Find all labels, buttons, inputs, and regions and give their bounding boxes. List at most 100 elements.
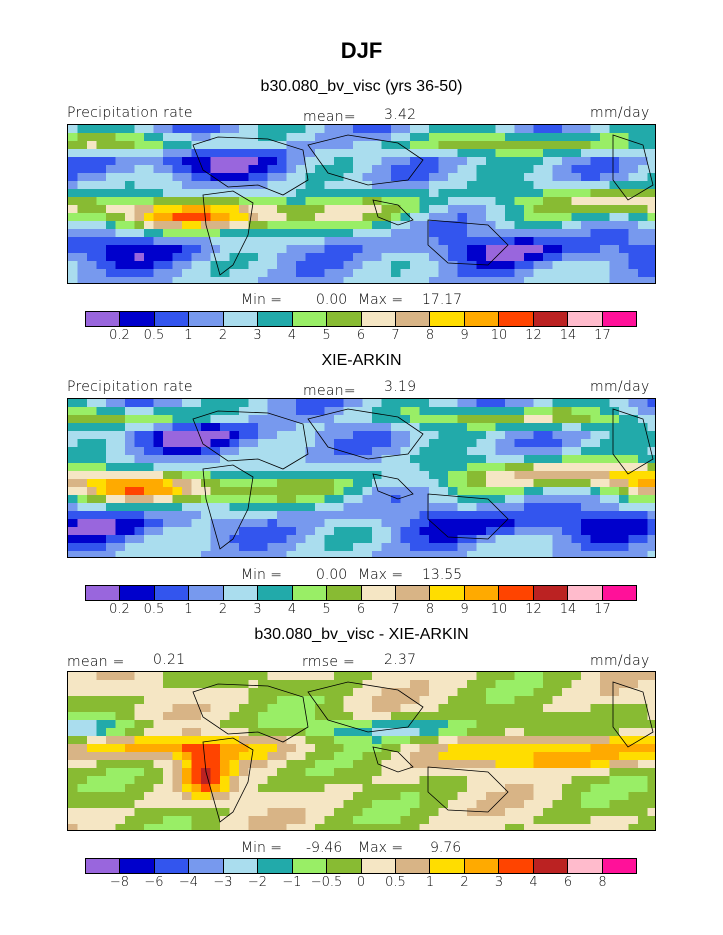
colorbar-swatch xyxy=(223,586,259,600)
colorbar-tick-label: 10 xyxy=(490,602,508,617)
colorbar-swatch xyxy=(430,859,465,873)
panel-2-colorbar-ticks: 0.2 0.5 1 2 3 4 5 6 7 8 9 10 12 14 17 xyxy=(85,602,637,618)
colorbar-swatch xyxy=(258,312,293,326)
colorbar-tick-label: 14 xyxy=(559,328,577,343)
panel-3-colorbar-ticks: −8 −6 −4 −3 −2 −1 −0.5 0 0.5 1 2 3 4 6 8 xyxy=(85,875,637,891)
colorbar-swatch xyxy=(189,586,224,600)
colorbar-swatch xyxy=(189,312,224,326)
colorbar-tick-label: 6 xyxy=(356,602,366,617)
colorbar-swatch xyxy=(568,586,603,600)
colorbar-tick-label: 6 xyxy=(356,328,366,343)
panel-2-center-label: mean= xyxy=(303,383,356,399)
colorbar-tick-label: 2 xyxy=(218,328,228,343)
panel-1-left-label: Precipitation rate xyxy=(67,105,193,121)
panel-3-map xyxy=(67,671,656,831)
colorbar-swatch xyxy=(464,312,500,326)
colorbar-tick-label: 0 xyxy=(356,875,366,890)
colorbar-swatch xyxy=(327,586,362,600)
panel-1-min-label: Min = xyxy=(241,292,283,308)
colorbar-tick-label: 17 xyxy=(594,602,611,617)
colorbar-swatch xyxy=(395,586,431,600)
colorbar-tick-label: 0.2 xyxy=(109,602,130,617)
panel-3-max-value: 9.76 xyxy=(430,840,462,856)
colorbar-swatch xyxy=(154,586,190,600)
panel-1-center-label: mean= xyxy=(303,109,356,125)
panel-3-units: mm/day xyxy=(590,653,650,669)
colorbar-tick-label: 7 xyxy=(391,328,400,343)
colorbar-swatch xyxy=(395,312,431,326)
panel-3-center-label: rmse = xyxy=(302,654,356,670)
colorbar-tick-label: 8 xyxy=(425,328,435,343)
colorbar-tick-label: 6 xyxy=(563,875,573,890)
panel-2-max-label: Max = xyxy=(358,567,404,583)
colorbar-swatch xyxy=(395,859,431,873)
colorbar-tick-label: 3 xyxy=(253,602,262,617)
figure-title: DJF xyxy=(340,38,383,63)
panel-2-colorbar xyxy=(85,585,637,601)
panel-3-left-label: mean = xyxy=(67,654,125,670)
colorbar-swatch xyxy=(361,312,396,326)
colorbar-swatch xyxy=(602,312,636,326)
colorbar-swatch xyxy=(499,859,534,873)
colorbar-tick-label: 3 xyxy=(253,328,262,343)
colorbar-swatch xyxy=(86,312,121,326)
colorbar-tick-label: 1 xyxy=(184,602,193,617)
colorbar-tick-label: 8 xyxy=(598,875,607,890)
panel-3-max-label: Max = xyxy=(358,840,404,856)
colorbar-tick-label: 4 xyxy=(287,602,297,617)
colorbar-swatch xyxy=(533,312,569,326)
colorbar-tick-label: −3 xyxy=(213,875,233,890)
colorbar-swatch xyxy=(602,859,636,873)
colorbar-tick-label: 5 xyxy=(322,602,331,617)
colorbar-swatch xyxy=(533,586,569,600)
colorbar-tick-label: 4 xyxy=(287,328,297,343)
colorbar-tick-label: 10 xyxy=(490,328,508,343)
colorbar-swatch xyxy=(223,312,259,326)
colorbar-swatch xyxy=(361,859,396,873)
colorbar-tick-label: 1 xyxy=(184,328,193,343)
panel-3-title: b30.080_bv_visc - XIE-ARKIN xyxy=(254,626,469,643)
panel-3-min-label: Min = xyxy=(241,840,283,856)
colorbar-swatch xyxy=(258,859,293,873)
colorbar-tick-label: 8 xyxy=(425,602,435,617)
colorbar-swatch xyxy=(499,312,534,326)
colorbar-tick-label: 12 xyxy=(525,328,542,343)
colorbar-swatch xyxy=(258,586,293,600)
colorbar-tick-label: 4 xyxy=(529,875,538,890)
colorbar-swatch xyxy=(154,312,190,326)
panel-2-min-value: 0.00 xyxy=(316,567,348,583)
panel-2-left-label: Precipitation rate xyxy=(67,379,193,395)
colorbar-swatch xyxy=(361,586,396,600)
colorbar-tick-label: 17 xyxy=(594,328,611,343)
panel-2-title: XIE-ARKIN xyxy=(321,352,402,369)
colorbar-tick-label: 12 xyxy=(525,602,542,617)
colorbar-swatch xyxy=(430,312,465,326)
colorbar-swatch xyxy=(292,586,328,600)
colorbar-tick-label: −0.5 xyxy=(310,875,343,890)
panel-1-field xyxy=(68,125,655,283)
panel-3-field xyxy=(68,672,655,830)
colorbar-swatch xyxy=(292,312,328,326)
colorbar-tick-label: −6 xyxy=(144,875,164,890)
panel-2-map xyxy=(67,398,656,558)
panel-3-colorbar xyxy=(85,858,637,874)
colorbar-swatch xyxy=(120,312,155,326)
colorbar-swatch xyxy=(120,859,155,873)
panel-2-max-value: 13.55 xyxy=(422,567,463,583)
panel-2-min-label: Min = xyxy=(241,567,283,583)
panel-2-field xyxy=(68,399,655,557)
colorbar-swatch xyxy=(327,859,362,873)
colorbar-swatch xyxy=(189,859,224,873)
colorbar-swatch xyxy=(430,586,465,600)
colorbar-swatch xyxy=(499,586,534,600)
panel-3-center-value: 2.37 xyxy=(384,652,417,668)
colorbar-tick-label: 1 xyxy=(425,875,435,890)
colorbar-swatch xyxy=(223,859,259,873)
panel-1-colorbar-ticks: 0.2 0.5 1 2 3 4 5 6 7 8 9 10 12 14 17 xyxy=(85,328,637,344)
colorbar-swatch xyxy=(327,312,362,326)
colorbar-swatch xyxy=(568,859,603,873)
colorbar-swatch xyxy=(533,859,569,873)
panel-1-units: mm/day xyxy=(590,105,650,121)
colorbar-tick-label: −4 xyxy=(178,875,199,890)
panel-1-max-value: 17.17 xyxy=(422,292,463,308)
